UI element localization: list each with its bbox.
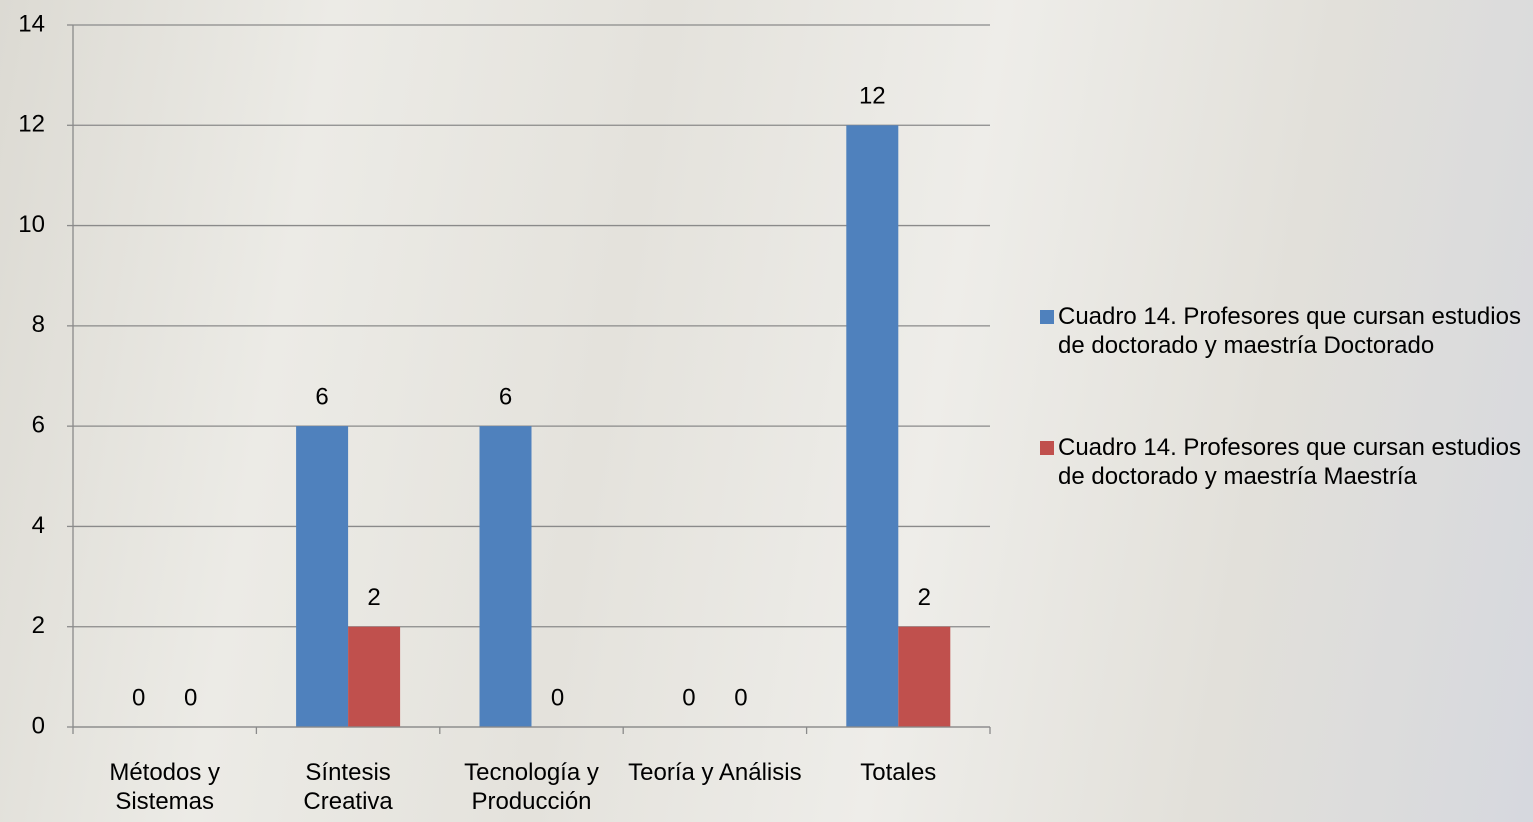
value-label: 0 xyxy=(682,684,695,711)
y-tick-label: 10 xyxy=(18,211,45,238)
bar xyxy=(479,426,532,727)
bar xyxy=(898,626,951,727)
value-label: 0 xyxy=(184,684,197,711)
value-label: 2 xyxy=(367,584,380,611)
x-tick-label: Síntesis Creativa xyxy=(303,759,393,815)
value-label: 0 xyxy=(734,684,747,711)
y-tick-label: 6 xyxy=(32,411,45,438)
y-tick-label: 2 xyxy=(32,612,45,639)
y-tick-label: 8 xyxy=(32,311,45,338)
value-label: 0 xyxy=(132,684,145,711)
value-label: 6 xyxy=(315,383,328,410)
value-label: 6 xyxy=(499,383,512,410)
bar xyxy=(348,626,401,727)
value-label: 0 xyxy=(551,684,564,711)
y-tick-label: 12 xyxy=(18,111,45,138)
legend-swatch xyxy=(1040,310,1054,324)
value-label: 12 xyxy=(859,83,886,110)
legend-entry: Cuadro 14. Profesores que cursan estudio… xyxy=(1040,433,1533,491)
y-tick-label: 4 xyxy=(32,512,45,539)
bar xyxy=(296,426,349,727)
x-tick-label: Tecnología y Producción xyxy=(464,759,599,815)
legend-label: Cuadro 14. Profesores que cursan estudio… xyxy=(1058,303,1521,359)
bar xyxy=(846,125,899,728)
legend-label: Cuadro 14. Profesores que cursan estudio… xyxy=(1058,434,1521,490)
y-tick-label: 14 xyxy=(18,10,45,37)
x-tick-label: Teoría y Análisis xyxy=(628,759,802,786)
value-label: 2 xyxy=(918,584,931,611)
y-tick-label: 0 xyxy=(32,712,45,739)
x-tick-label: Métodos y Sistemas xyxy=(109,759,221,815)
legend-entry: Cuadro 14. Profesores que cursan estudio… xyxy=(1040,302,1533,360)
legend-swatch xyxy=(1040,441,1054,455)
x-tick-label: Totales xyxy=(860,759,937,786)
